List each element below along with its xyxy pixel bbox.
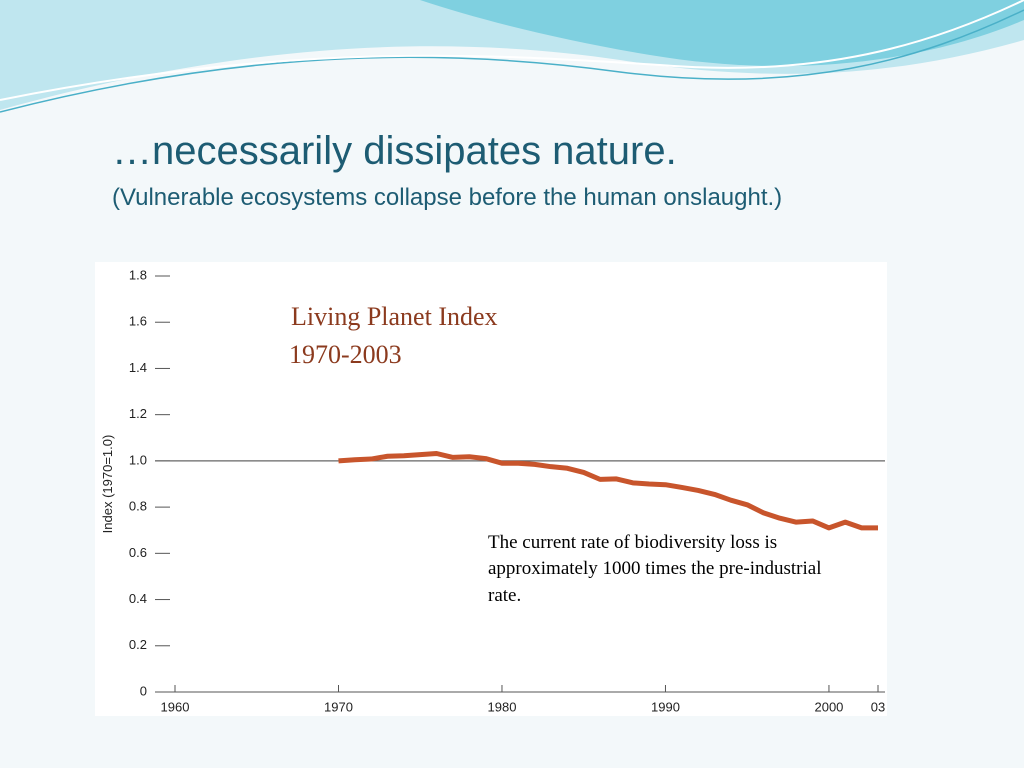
header-line bbox=[0, 9, 1024, 113]
x-tick-label: 1960 bbox=[161, 699, 190, 714]
annotation: rate. bbox=[488, 585, 521, 606]
y-tick-label: 1.0 bbox=[129, 452, 147, 467]
slide-title: …necessarily dissipates nature. bbox=[112, 129, 677, 173]
x-tick-label: 03 bbox=[871, 699, 885, 714]
annotation: approximately 1000 times the pre-industr… bbox=[488, 558, 821, 579]
data-line bbox=[338, 450, 878, 531]
y-tick-label: 0 bbox=[140, 683, 147, 698]
y-axis-label: Index (1970=1.0) bbox=[100, 435, 115, 534]
y-tick-label: 0.8 bbox=[129, 499, 147, 514]
x-tick-label: 2000 bbox=[814, 699, 843, 714]
y-tick-label: 1.2 bbox=[129, 406, 147, 421]
annotation: The current rate of biodiversity loss is bbox=[488, 532, 777, 553]
slide-subtitle: (Vulnerable ecosystems collapse before t… bbox=[112, 184, 782, 211]
chart-area bbox=[95, 262, 887, 716]
y-tick-label: 0.6 bbox=[129, 545, 147, 560]
header-wave bbox=[420, 0, 1024, 67]
chart-title: Living Planet Index bbox=[291, 302, 498, 331]
x-tick-label: 1970 bbox=[324, 699, 353, 714]
y-tick-label: 1.4 bbox=[129, 360, 147, 375]
y-tick-label: 0.2 bbox=[129, 637, 147, 652]
header-line bbox=[0, 0, 1024, 101]
chart-subtitle: 1970-2003 bbox=[289, 340, 402, 369]
x-tick-label: 1980 bbox=[488, 699, 517, 714]
y-tick-label: 1.8 bbox=[129, 267, 147, 282]
y-tick-label: 1.6 bbox=[129, 314, 147, 329]
y-tick-label: 0.4 bbox=[129, 591, 147, 606]
x-tick-label: 1990 bbox=[651, 699, 680, 714]
